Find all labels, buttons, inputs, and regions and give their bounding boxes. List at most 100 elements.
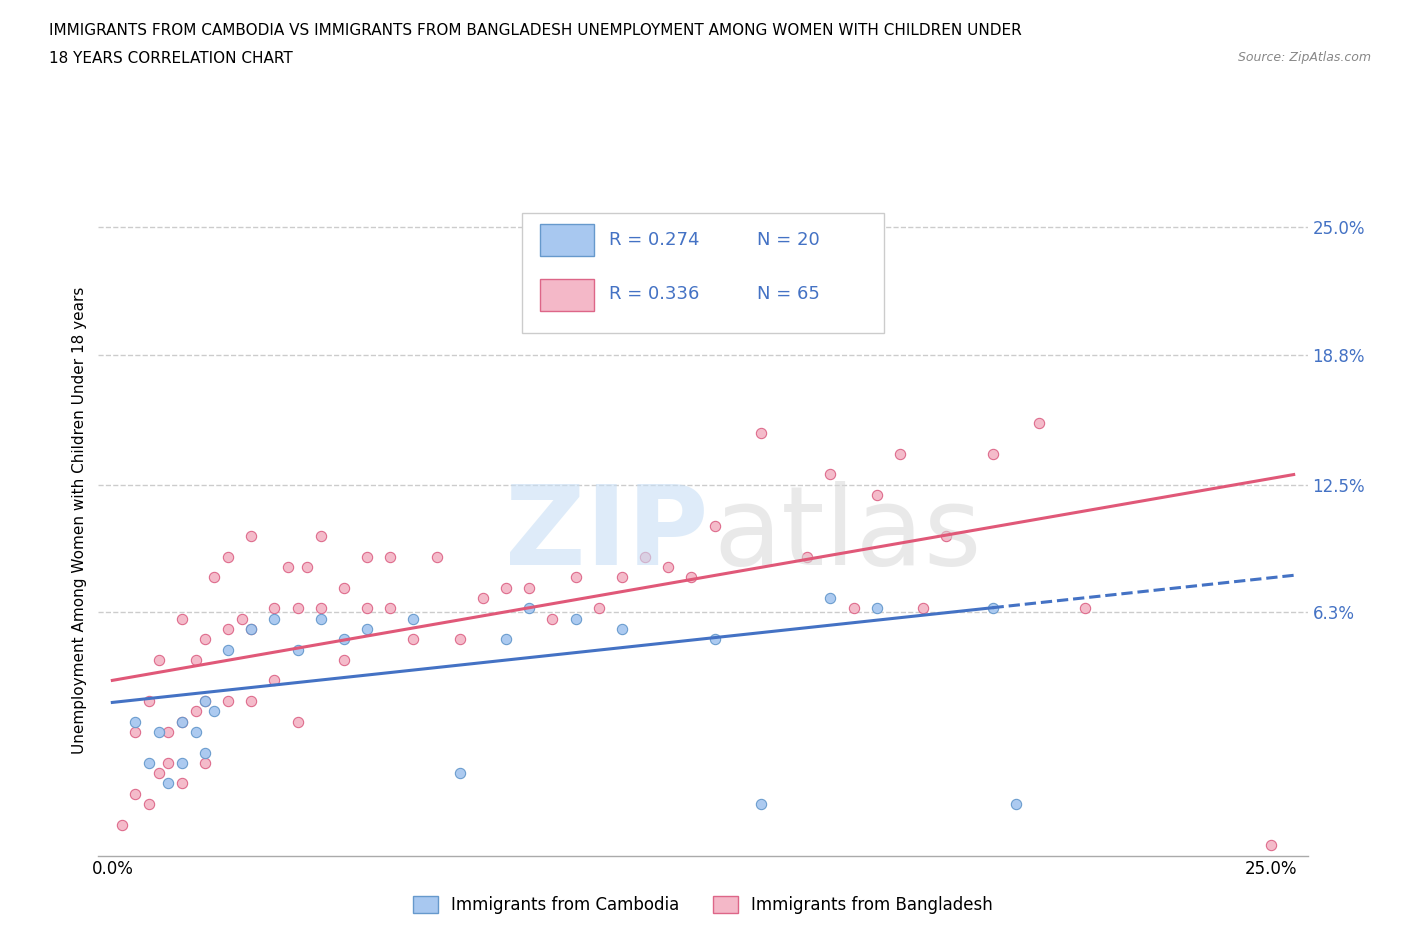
Point — [287, 714, 309, 729]
Point — [517, 580, 540, 595]
Point — [356, 621, 378, 636]
Point — [202, 570, 225, 585]
Point — [1028, 416, 1050, 431]
Point — [749, 797, 772, 812]
Point — [217, 642, 239, 657]
Point — [517, 601, 540, 616]
Text: N = 65: N = 65 — [758, 286, 820, 303]
Point — [657, 560, 679, 575]
Point — [333, 580, 356, 595]
Point — [402, 611, 425, 626]
Point — [170, 776, 193, 790]
Point — [170, 714, 193, 729]
Point — [564, 570, 586, 585]
Point — [866, 601, 889, 616]
Point — [1074, 601, 1097, 616]
Point — [231, 611, 253, 626]
Point — [170, 714, 193, 729]
Point — [194, 745, 217, 760]
Point — [194, 694, 217, 709]
Point — [124, 724, 146, 739]
Point — [138, 797, 160, 812]
Point — [240, 529, 263, 544]
Point — [842, 601, 865, 616]
Point — [240, 621, 263, 636]
Point — [309, 611, 332, 626]
Point — [240, 621, 263, 636]
Text: 18 YEARS CORRELATION CHART: 18 YEARS CORRELATION CHART — [49, 51, 292, 66]
Point — [287, 601, 309, 616]
Text: R = 0.336: R = 0.336 — [609, 286, 699, 303]
Point — [287, 642, 309, 657]
Point — [184, 653, 207, 668]
Point — [935, 529, 957, 544]
Point — [820, 591, 842, 605]
Point — [634, 550, 657, 565]
Point — [309, 601, 332, 616]
Point — [148, 653, 170, 668]
Point — [124, 787, 146, 802]
Point — [495, 631, 517, 646]
Point — [657, 282, 679, 297]
Point — [471, 591, 494, 605]
FancyBboxPatch shape — [540, 279, 595, 312]
Point — [889, 446, 911, 461]
Point — [263, 601, 285, 616]
Text: atlas: atlas — [714, 481, 983, 588]
Point — [156, 755, 179, 770]
Point — [610, 570, 633, 585]
Point — [170, 755, 193, 770]
FancyBboxPatch shape — [522, 213, 884, 333]
Point — [124, 714, 146, 729]
Point — [426, 550, 449, 565]
Point — [681, 570, 703, 585]
Point — [380, 550, 402, 565]
Legend: Immigrants from Cambodia, Immigrants from Bangladesh: Immigrants from Cambodia, Immigrants fro… — [406, 889, 1000, 921]
Point — [610, 621, 633, 636]
Point — [333, 631, 356, 646]
Point — [148, 765, 170, 780]
Point — [380, 601, 402, 616]
Point — [981, 446, 1004, 461]
Point — [240, 694, 263, 709]
Point — [564, 611, 586, 626]
Point — [820, 467, 842, 482]
Point — [912, 601, 935, 616]
Point — [263, 611, 285, 626]
Point — [110, 817, 132, 832]
Text: N = 20: N = 20 — [758, 231, 820, 248]
Point — [588, 601, 610, 616]
Text: ZIP: ZIP — [505, 481, 709, 588]
Point — [217, 621, 239, 636]
Point — [138, 694, 160, 709]
Point — [309, 529, 332, 544]
Point — [156, 776, 179, 790]
Point — [194, 631, 217, 646]
Point — [796, 550, 818, 565]
Point — [184, 724, 207, 739]
FancyBboxPatch shape — [540, 224, 595, 257]
Point — [356, 601, 378, 616]
Text: IMMIGRANTS FROM CAMBODIA VS IMMIGRANTS FROM BANGLADESH UNEMPLOYMENT AMONG WOMEN : IMMIGRANTS FROM CAMBODIA VS IMMIGRANTS F… — [49, 23, 1022, 38]
Point — [981, 601, 1004, 616]
Point — [194, 755, 217, 770]
Point — [866, 487, 889, 502]
Text: Source: ZipAtlas.com: Source: ZipAtlas.com — [1237, 51, 1371, 64]
Point — [703, 519, 725, 534]
Point — [138, 755, 160, 770]
Point — [170, 611, 193, 626]
Point — [277, 560, 299, 575]
Point — [156, 724, 179, 739]
Text: R = 0.274: R = 0.274 — [609, 231, 699, 248]
Point — [194, 694, 217, 709]
Point — [333, 653, 356, 668]
Point — [495, 580, 517, 595]
Y-axis label: Unemployment Among Women with Children Under 18 years: Unemployment Among Women with Children U… — [72, 287, 87, 754]
Point — [449, 765, 471, 780]
Point — [402, 631, 425, 646]
Point — [184, 704, 207, 719]
Point — [703, 631, 725, 646]
Point — [295, 560, 318, 575]
Point — [217, 550, 239, 565]
Point — [449, 631, 471, 646]
